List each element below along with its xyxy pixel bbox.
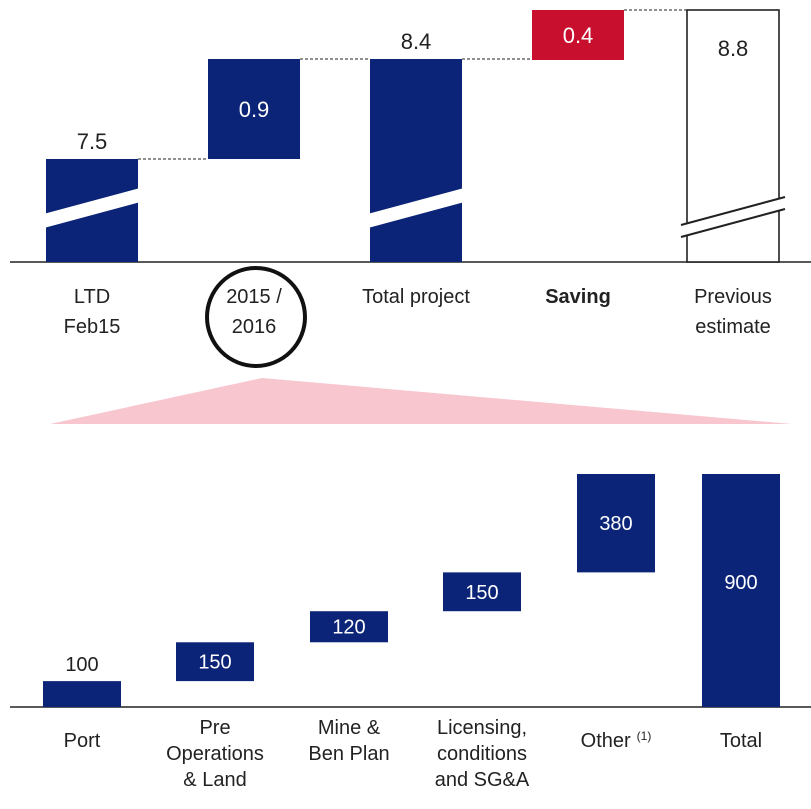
top-category-label: estimate	[695, 316, 771, 338]
bottom-category-label: & Land	[183, 769, 246, 791]
top-category-label: 2016	[232, 316, 277, 338]
highlight-circle	[205, 266, 307, 368]
bottom-category-label: Operations	[166, 743, 264, 765]
bottom-category-label: Ben Plan	[308, 743, 389, 765]
axis-break-line	[680, 208, 786, 238]
bottom-data-label: 120	[332, 617, 365, 639]
top-category-label: Saving	[545, 286, 611, 308]
top-data-label: 0.9	[239, 97, 270, 122]
axis-break-line	[39, 199, 145, 229]
top-category-label: Previous	[694, 286, 772, 308]
bottom-category-label: and SG&A	[435, 769, 530, 791]
top-data-label: 7.5	[77, 129, 108, 154]
axis-break-line	[680, 196, 786, 226]
top-category-label: Feb15	[64, 316, 121, 338]
bottom-category-label: Other (1)	[581, 729, 652, 752]
axis-break-line	[39, 187, 145, 217]
bottom-category-label: conditions	[437, 743, 527, 765]
top-category-label: 2015 /	[226, 286, 282, 308]
top-category-label: LTD	[74, 286, 110, 308]
bottom-bar	[702, 474, 780, 707]
bottom-data-label: 150	[465, 582, 498, 604]
top-bar	[532, 10, 624, 60]
bottom-bar	[577, 474, 655, 573]
bottom-bar	[310, 611, 388, 643]
top-data-label: 8.8	[718, 36, 749, 61]
bottom-bar	[443, 572, 521, 612]
axis-break-line	[363, 199, 469, 229]
bottom-data-label: 150	[198, 652, 231, 674]
top-bar	[208, 59, 300, 159]
top-data-label: 8.4	[401, 29, 432, 54]
bottom-category-label: Pre	[199, 717, 230, 739]
axis-break-line	[363, 187, 469, 217]
axis-break-band	[364, 188, 468, 228]
bottom-data-label: 900	[724, 572, 757, 594]
top-category-label: Total project	[362, 286, 470, 308]
bottom-category-label: Total	[720, 730, 762, 752]
bottom-category-label: Port	[64, 730, 101, 752]
bottom-bar	[176, 642, 254, 682]
bottom-data-label: 380	[599, 513, 632, 535]
zoom-wedge	[50, 378, 792, 424]
top-data-label: 0.4	[563, 23, 594, 48]
bottom-category-label: Licensing,	[437, 717, 527, 739]
top-bar	[370, 59, 462, 262]
axis-break-band	[681, 197, 785, 237]
bottom-category-label: Mine &	[318, 717, 381, 739]
bottom-bar	[43, 681, 121, 707]
bottom-data-label: 100	[65, 654, 98, 676]
axis-break-band	[40, 188, 144, 228]
